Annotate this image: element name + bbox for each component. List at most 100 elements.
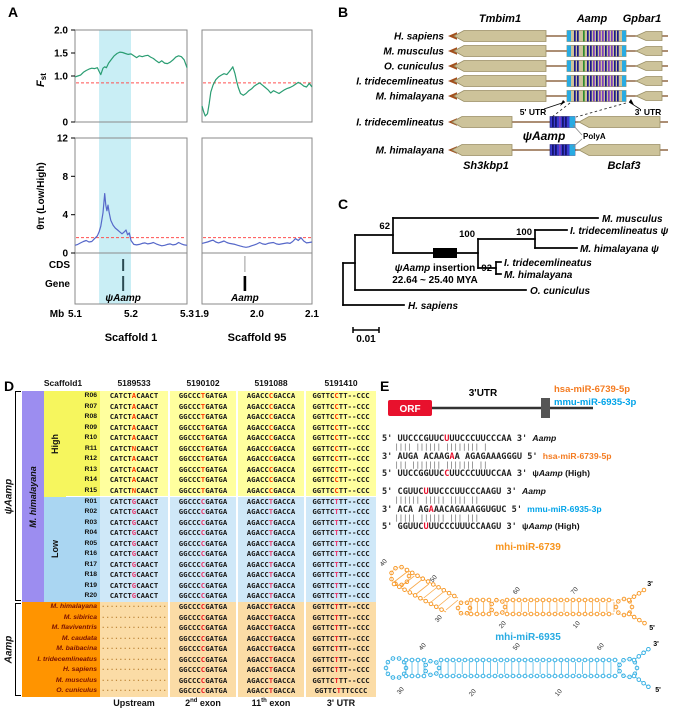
mb-label: Mb xyxy=(50,309,64,320)
psi-stripe xyxy=(559,116,561,128)
seq-cell: AGACCTGACCA xyxy=(238,517,304,529)
nucleotide-bead xyxy=(421,673,427,679)
basepair-rung xyxy=(408,579,422,591)
seq-cell: GGTTCCTT--CCC xyxy=(306,464,376,476)
data-series xyxy=(74,193,188,247)
table-row: R02 CATCTGCAACT GGCCCCGATGA AGACCTGACCA GGTT… xyxy=(2,507,376,518)
table-row: R10 CATCTACAACT GGCCCTGATGA AGACCCGACCA GGTT… xyxy=(2,433,376,444)
bootstrap-value: 62 xyxy=(379,221,390,232)
nucleotide-bead xyxy=(594,597,600,603)
nucleotide-bead xyxy=(606,597,612,603)
psi-aamp-bracket xyxy=(15,391,21,601)
left-arrow-icon xyxy=(448,62,457,70)
exon-stripe xyxy=(590,90,592,102)
aamp-bracket-label: Aamp xyxy=(2,602,15,697)
exon-stripe xyxy=(599,30,601,42)
exon-stripe xyxy=(617,30,619,42)
position-number: 20 xyxy=(468,688,478,698)
loop-outline xyxy=(490,599,506,615)
nucleotide-bead xyxy=(600,673,606,679)
insertion-label: ψAamp insertion xyxy=(395,263,476,274)
exon-stripe xyxy=(614,30,616,42)
nucleotide-bead xyxy=(606,611,612,617)
seq-cell: CATCTGCAACT xyxy=(100,528,168,539)
nucleotide-bead xyxy=(522,657,528,663)
seq-cell: CATCTACAACT xyxy=(100,412,168,423)
exon-stripe xyxy=(608,75,610,87)
tspan: ψAamp xyxy=(395,263,431,274)
exon-stripe xyxy=(583,75,585,87)
seq-cell: AGACCCGACCA xyxy=(238,422,304,434)
nucleotide-bead xyxy=(552,657,558,663)
seq-cell: GGCCCCGATGA xyxy=(170,644,236,655)
rna-backbone xyxy=(628,589,645,601)
nucleotide-bead xyxy=(403,657,409,663)
table-row: R08 CATCTACAACT GGCCCTGATGA AGACCCGACCA GGTT… xyxy=(2,412,376,423)
tmbim1-box xyxy=(453,75,547,87)
nucleotide-bead xyxy=(534,657,540,663)
theta-ytick-label: 8 xyxy=(62,172,68,183)
nucleotide-bead xyxy=(412,593,418,598)
xtick-label: 5.2 xyxy=(124,309,138,320)
panel-e-mirna-target-panel: ORF 3'UTR hsa-miR-6739-5p mmu-miR-6935-3p 5… xyxy=(378,376,675,713)
sample-id-cell: R04 xyxy=(66,528,100,539)
insertion-mark xyxy=(433,248,457,258)
alignment-hsa-mir-6739: 5' UUCCCGUUCUUUCCCUUCCCAA 3' Aamp |||| |… xyxy=(382,433,612,479)
table-row: M. baibacina ··············· GGCCCCGATGA AG… xyxy=(2,644,376,655)
exon-stripe xyxy=(617,75,619,87)
polya-label: PolyA xyxy=(583,132,606,141)
nucleotide-bead xyxy=(409,673,415,679)
nucleotide-bead xyxy=(504,657,510,663)
exon-stripe xyxy=(583,60,585,72)
seq-cell: GGTTCTTT--CCC xyxy=(306,570,376,581)
bclaf3-box xyxy=(578,144,661,156)
sequence-name: (High) xyxy=(562,468,590,478)
seq-cell: CATCTACAACT xyxy=(100,475,168,486)
seq-cell: ··············· xyxy=(100,675,168,687)
psi-aamp-label: ψAamp xyxy=(523,129,566,143)
nucleotide-bead xyxy=(516,657,522,663)
sample-id-cell: R16 xyxy=(66,549,100,560)
sample-id-cell: R01 xyxy=(66,496,100,508)
table-row: M. sibirica ··············· GGCCCCGATGA AGA… xyxy=(2,612,376,624)
table-row: R03 CATCTGCAACT GGCCCCGATGA AGACCTGACCA GGTT… xyxy=(2,517,376,529)
nucleotide-bead xyxy=(641,680,646,686)
tree-tip-label: M. himalayana xyxy=(504,270,573,281)
utr3-pointer xyxy=(628,101,641,110)
psi-aamp-bracket-label: ψAamp xyxy=(2,391,15,602)
pairing-bars: ||||| |||||| ||| ||| xyxy=(382,513,479,522)
tmbim1-label: Tmbim1 xyxy=(479,13,521,25)
table-row: R13 CATCTACAACT GGCCCTGATGA AGACCCGACCA GGTT… xyxy=(2,464,376,476)
seq-cell: GGCCCCGATGA xyxy=(170,496,236,508)
exon-stripe xyxy=(596,90,598,102)
nucleotide-bead xyxy=(504,673,510,679)
exon-stripe xyxy=(577,45,579,57)
sequence-name: hsa-miR-6739-5p xyxy=(542,450,612,461)
seq-cell: AGACCCGACCA xyxy=(238,454,304,465)
nucleotide-bead xyxy=(402,587,407,592)
utr3-arrowhead-icon xyxy=(629,99,634,105)
exon-stripe xyxy=(577,60,579,72)
seq-cell: GGCCCTGATGA xyxy=(170,464,236,476)
seq-cell: ··············· xyxy=(100,644,168,655)
sequence-line: 5' GGUUCUUUCCCUUUCCAAGU 3' ψAamp (High) xyxy=(382,521,580,532)
exon-stripe xyxy=(605,75,607,87)
basepair-rung xyxy=(393,571,408,583)
seq-cell: ··············· xyxy=(100,602,168,613)
exon-stripe xyxy=(599,60,601,72)
seq-cell: CATCTGCAACT xyxy=(100,591,168,602)
table-row: M. flaviventris ··············· GGCCCCGATG… xyxy=(2,623,376,634)
seq-cell: GGTTCTTT--CCC xyxy=(306,623,376,634)
xtick-label: 2.0 xyxy=(250,309,264,320)
table-row: R04 CATCTGCAACT GGCCCCGATGA AGACCTGACCA GGTT… xyxy=(2,528,376,539)
end5-label: 5' xyxy=(655,687,661,694)
tree-tip-label: H. sapiens xyxy=(408,301,458,312)
nucleotide-bead xyxy=(528,597,534,603)
panel-e-label: E xyxy=(380,378,390,394)
seq-cell: AGACCCGACCA xyxy=(238,464,304,476)
bootstrap-value: 100 xyxy=(516,227,532,238)
seq-cell: AGACCTGACCA xyxy=(238,675,304,687)
sample-id-cell: R18 xyxy=(66,570,100,581)
aamp-label: Aamp xyxy=(576,13,608,25)
nucleotide-bead xyxy=(600,597,606,603)
